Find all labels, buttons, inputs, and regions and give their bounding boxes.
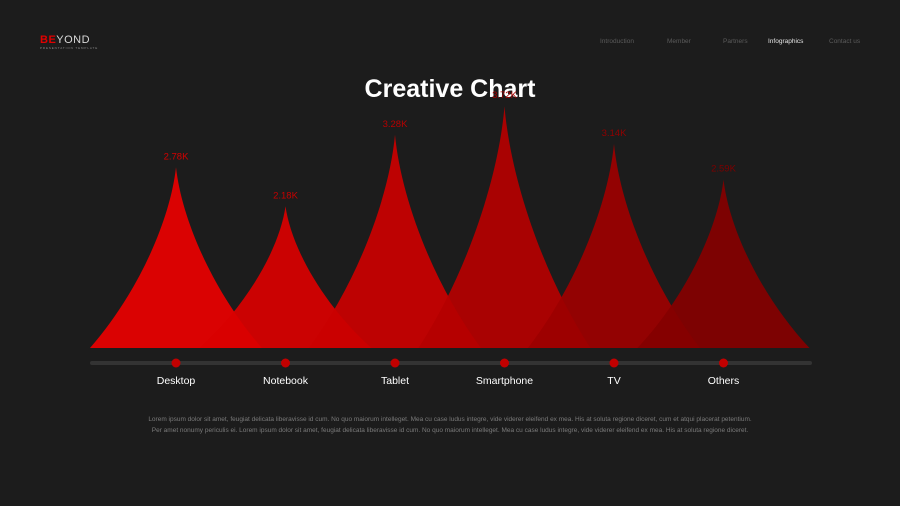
nav-item-member[interactable]: Member bbox=[667, 38, 691, 45]
axis-marker-notebook bbox=[281, 358, 290, 368]
axis-marker-smartphone bbox=[500, 358, 509, 368]
top-navigation: Introduction Member Partners Infographic… bbox=[0, 38, 900, 50]
axis-marker-others bbox=[719, 358, 728, 368]
axis-marker-desktop bbox=[171, 358, 181, 368]
peak-tv bbox=[528, 143, 700, 348]
nav-item-introduction[interactable]: Introduction bbox=[600, 38, 634, 45]
value-label-notebook: 2.18K bbox=[273, 190, 298, 201]
value-label-smartphone: 3.72K bbox=[492, 90, 517, 101]
page-title: Creative Chart bbox=[364, 75, 536, 103]
logo-rest: YOND bbox=[56, 34, 91, 46]
value-label-tablet: 3.28K bbox=[383, 119, 408, 130]
logo-wordmark: BEYOND bbox=[40, 35, 98, 46]
category-label-notebook: Notebook bbox=[263, 375, 309, 387]
category-label-smartphone: Smartphone bbox=[476, 375, 533, 387]
description-paragraph: Lorem ipsum dolor sit amet, feugiat deli… bbox=[148, 415, 752, 435]
category-label-others: Others bbox=[708, 375, 740, 387]
axis-marker-tablet bbox=[390, 358, 400, 368]
brand-logo[interactable]: BEYOND PRESENTATION TEMPLATE bbox=[40, 35, 98, 50]
value-label-desktop: 2.78K bbox=[164, 151, 189, 162]
value-label-tv: 3.14K bbox=[602, 128, 627, 139]
peak-tablet bbox=[309, 134, 481, 348]
value-label-others: 2.59K bbox=[711, 164, 736, 175]
category-label-tv: TV bbox=[607, 375, 620, 387]
logo-tagline: PRESENTATION TEMPLATE bbox=[40, 46, 99, 50]
peak-others bbox=[637, 179, 810, 348]
peak-desktop bbox=[90, 167, 262, 348]
axis-marker-tv bbox=[609, 358, 619, 368]
peak-notebook bbox=[199, 206, 372, 348]
peak-smartphone bbox=[418, 106, 591, 348]
nav-item-partners[interactable]: Partners bbox=[723, 38, 748, 45]
nav-item-infographics[interactable]: Infographics bbox=[768, 38, 804, 45]
peaks-group bbox=[90, 106, 810, 348]
category-label-tablet: Tablet bbox=[381, 375, 409, 387]
logo-highlight: BE bbox=[40, 34, 57, 46]
nav-item-contact-us[interactable]: Contact us bbox=[829, 38, 861, 45]
category-label-desktop: Desktop bbox=[157, 375, 196, 387]
